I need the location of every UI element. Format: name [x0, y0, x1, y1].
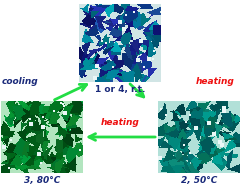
- Text: cooling: cooling: [2, 77, 38, 86]
- Text: heating: heating: [195, 77, 234, 86]
- Text: 2, 50°C: 2, 50°C: [181, 176, 217, 185]
- Text: 3, 80°C: 3, 80°C: [24, 176, 60, 185]
- Text: heating: heating: [100, 118, 140, 127]
- Text: 1 or 4, r.t.: 1 or 4, r.t.: [95, 85, 145, 94]
